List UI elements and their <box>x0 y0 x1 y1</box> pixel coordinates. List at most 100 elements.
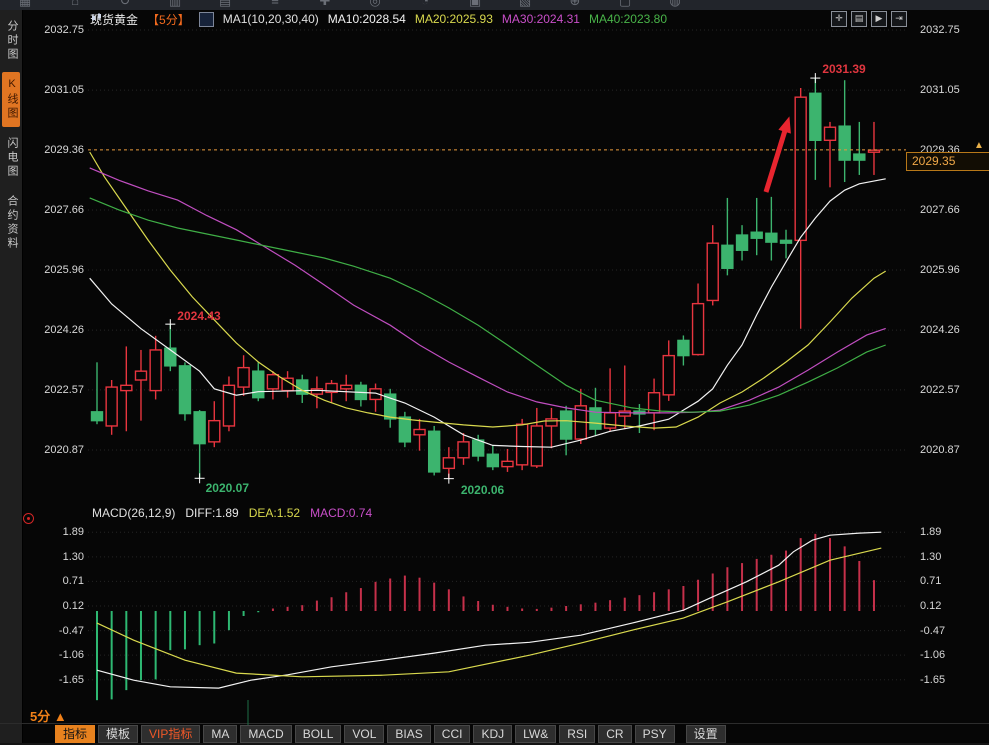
grid-icon[interactable]: ▦ <box>18 0 32 8</box>
zoom-icon[interactable]: ▣ <box>468 0 482 8</box>
candle-up[interactable] <box>120 384 133 392</box>
price-axis-label: 2022.57 <box>920 383 960 396</box>
candle-down[interactable] <box>765 232 778 243</box>
macd-formula[interactable]: MACD(26,12,9) <box>92 506 176 520</box>
home-icon[interactable]: ⌂ <box>71 0 79 8</box>
candle-up[interactable] <box>340 384 353 390</box>
candle-up[interactable] <box>823 126 837 142</box>
candle-up[interactable] <box>794 96 807 242</box>
candle-up[interactable] <box>603 412 617 429</box>
top-toolbar[interactable]: ▦ ⌂ ↻ ▥ ▤ ≡ ✚ ◎ ◔ ▣ ▧ ⊕ ▢ ◍ <box>0 0 989 10</box>
candle-down[interactable] <box>853 153 866 161</box>
candle-down[interactable] <box>427 430 441 473</box>
indicator-tab-模板[interactable]: 模板 <box>98 725 139 743</box>
search-icon[interactable]: ◔ <box>421 0 429 8</box>
sidebar-tab-K线图[interactable]: K线图 <box>2 72 20 127</box>
candle-up[interactable] <box>149 349 162 392</box>
indicator-tab-LW&[interactable]: LW& <box>515 725 557 743</box>
settings-icon[interactable]: ⊕ <box>569 0 581 8</box>
candle-down[interactable] <box>779 239 793 244</box>
sidebar-tab-合约资料[interactable]: 合约资料 <box>6 195 18 251</box>
indicator-tab-MA[interactable]: MA <box>203 725 238 743</box>
candle-down[interactable] <box>721 244 734 269</box>
candle-up[interactable] <box>237 366 250 388</box>
layout-icon[interactable]: ▤ <box>218 0 232 8</box>
candle-up[interactable] <box>545 418 558 427</box>
candle-up[interactable] <box>706 242 719 302</box>
price-axis-label: 2032.75 <box>920 24 960 36</box>
pane-play-icon[interactable]: ▶ <box>871 11 887 27</box>
candle-down[interactable] <box>750 231 763 239</box>
candle-down[interactable] <box>677 339 690 357</box>
signal-icon[interactable]: ▧ <box>518 0 532 8</box>
current-price-box: 2029.35 <box>906 151 989 171</box>
candle-down[interactable] <box>735 234 749 251</box>
crosshair-icon[interactable]: ✛ <box>831 11 847 27</box>
indicator-tab-VOL[interactable]: VOL <box>344 725 385 743</box>
indicator-tab-KDJ[interactable]: KDJ <box>473 725 513 743</box>
indicator-tab-BIAS[interactable]: BIAS <box>387 725 431 743</box>
candle-up[interactable] <box>691 302 705 356</box>
period-tag[interactable]: 【5分】 <box>147 12 190 27</box>
user-icon[interactable]: ◍ <box>669 0 681 8</box>
candle-up[interactable] <box>442 457 456 470</box>
indicator-tab-CCI[interactable]: CCI <box>433 725 471 743</box>
candle-up[interactable] <box>208 419 221 443</box>
indicator-tab-PSY[interactable]: PSY <box>634 725 675 743</box>
candle-down[interactable] <box>398 416 412 443</box>
candle-up[interactable] <box>515 423 529 466</box>
indicator-tab-指标[interactable]: 指标 <box>55 725 96 743</box>
menu-icon[interactable]: ≡ <box>271 0 279 8</box>
indicator-tab-CR[interactable]: CR <box>598 725 632 743</box>
text-icon[interactable]: ◎ <box>369 0 381 8</box>
refresh-icon[interactable]: ↻ <box>119 0 131 8</box>
candle-up[interactable] <box>266 373 280 390</box>
collapse-right-icon[interactable]: ⇥ <box>891 11 907 27</box>
candle-up[interactable] <box>325 382 338 394</box>
indicator-tab-RSI[interactable]: RSI <box>559 725 596 743</box>
candle-up[interactable] <box>222 384 236 427</box>
sidebar-tab-分时图[interactable]: 分时图 <box>6 20 18 62</box>
candle-down[interactable] <box>193 411 206 445</box>
candle-up[interactable] <box>457 441 470 459</box>
indicator-tab-VIP指标[interactable]: VIP指标 <box>141 725 201 743</box>
pen-icon[interactable]: ✚ <box>319 0 331 8</box>
indicator-tab-MACD[interactable]: MACD <box>240 725 292 743</box>
trend-arrow-head <box>778 116 791 134</box>
candle-down[interactable] <box>384 393 397 420</box>
bars-icon[interactable]: ▥ <box>168 0 182 8</box>
ma-line-ma30 <box>89 167 886 414</box>
footer-period-selector[interactable]: 5分 ▲ <box>30 709 67 724</box>
candle-down[interactable] <box>559 410 573 440</box>
candle-up[interactable] <box>310 388 324 395</box>
chart-style-icon[interactable] <box>92 11 214 27</box>
candle-down[interactable] <box>90 411 104 422</box>
candle-up[interactable] <box>369 388 382 401</box>
candle-down[interactable] <box>589 407 602 430</box>
service-icon[interactable]: ▢ <box>618 0 632 8</box>
candle-down[interactable] <box>486 453 500 468</box>
candle-down[interactable] <box>838 125 851 161</box>
candle-up[interactable] <box>413 428 426 436</box>
candle-down[interactable] <box>471 439 485 457</box>
sidebar-tab-闪电图[interactable]: 闪电图 <box>6 137 18 179</box>
candle-down[interactable] <box>164 347 177 367</box>
candle-up[interactable] <box>105 386 118 427</box>
candle-up[interactable] <box>867 149 881 153</box>
ma-line-ma40 <box>89 197 886 413</box>
indicator-cycle-icon[interactable] <box>23 513 34 524</box>
ma-settings-label[interactable]: MA1(10,20,30,40) <box>222 12 319 26</box>
candle-down[interactable] <box>178 365 192 415</box>
candle-up[interactable] <box>501 460 514 468</box>
indicator-tab-设置[interactable]: 设置 <box>685 725 726 743</box>
candle-up[interactable] <box>662 354 675 396</box>
ma-value-label: MA20:2025.93 <box>414 12 493 26</box>
candle-up[interactable] <box>618 410 631 417</box>
pane-chart-icon[interactable]: ▤ <box>851 11 867 27</box>
candle-down[interactable] <box>252 370 265 399</box>
candle-up[interactable] <box>134 370 148 381</box>
candle-up[interactable] <box>530 425 543 467</box>
candle-down[interactable] <box>809 92 822 142</box>
indicator-tab-BOLL[interactable]: BOLL <box>294 725 342 743</box>
